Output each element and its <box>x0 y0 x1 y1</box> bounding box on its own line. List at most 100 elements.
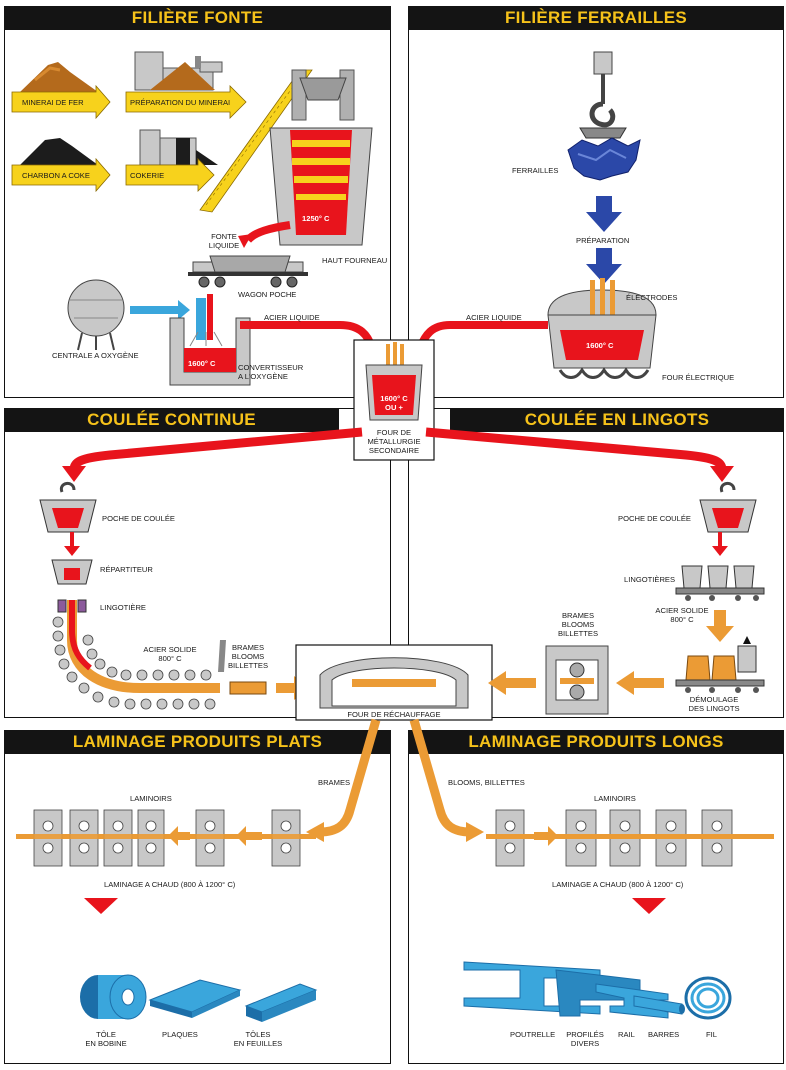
arrow-to-coulee-lingots <box>425 427 727 471</box>
label-centrale-oxygene: CENTRALE A OXYGÈNE <box>52 351 139 360</box>
label-acier-solide-lingots-2: 800° C <box>670 615 694 624</box>
label-preparation-minerai: PRÉPARATION DU MINERAI <box>130 98 231 107</box>
arrow-charbon <box>11 157 111 193</box>
arrow-preparation-blue <box>586 196 622 232</box>
label-brames-lingots: BRAMES <box>561 611 595 620</box>
label-temp-four-electrique: 1600° C <box>586 341 614 350</box>
title-filiere-fonte: FILIÈRE FONTE <box>4 6 391 30</box>
label-repartiteur: RÉPARTITEUR <box>100 565 153 574</box>
coal-pile <box>20 138 98 165</box>
label-acier-solide-continue-2: 800° C <box>158 654 182 663</box>
label-temp-secondaire-1: 1600° C <box>380 394 408 403</box>
arrow-to-coulee-continue <box>69 427 363 471</box>
title-laminage-plats: LAMINAGE PRODUITS PLATS <box>4 730 391 754</box>
arrow-plats-1 <box>236 826 262 846</box>
label-toles-feuilles-2: EN FEUILLES <box>233 1039 283 1048</box>
product-profiles <box>555 969 641 1017</box>
oxygen-tank <box>67 279 125 351</box>
label-temp-secondaire-2: ou + <box>385 403 403 412</box>
label-profiles-2: DIVERS <box>570 1039 600 1048</box>
arrow-plats-2 <box>168 826 190 846</box>
label-acier-solide-lingots-1: ACIER SOLIDE <box>655 606 709 615</box>
product-fil <box>684 976 732 1020</box>
four-metallurgie-secondaire <box>365 342 423 421</box>
title-coulee-lingots: COULÉE EN LINGOTS <box>450 408 784 432</box>
blast-furnace <box>269 69 373 246</box>
title-coulee-continue: COULÉE CONTINUE <box>4 408 339 432</box>
scrap-pile <box>567 137 641 181</box>
label-ferrailles: FERRAILLES <box>512 166 559 175</box>
product-toles-feuilles <box>244 983 318 1022</box>
label-plaques: PLAQUES <box>162 1030 198 1039</box>
label-secondaire-2: MÉTALLURGIE <box>367 437 421 446</box>
coke-oven <box>139 129 218 166</box>
label-temp-haut-fourneau: 1250° C <box>302 214 330 223</box>
arrow-fonte-liquide <box>244 221 291 243</box>
label-charbon-a-coke: CHARBON A COKE <box>22 171 90 180</box>
label-poche-coulee-continue: POCHE DE COULÉE <box>102 514 176 523</box>
four-de-rechauffage <box>319 657 469 709</box>
arrow-acier-liquide-fonte <box>240 321 376 350</box>
label-brames-continue: BRAMES <box>231 643 265 652</box>
conveyor-belt <box>199 69 313 213</box>
label-brames-plats: BRAMES <box>318 778 351 787</box>
label-demoulage-2: DES LINGOTS <box>688 704 740 713</box>
label-poutrelle: POUTRELLE <box>510 1030 556 1039</box>
label-haut-fourneau: HAUT FOURNEAU <box>322 256 388 265</box>
label-blooms-continue: BLOOMS <box>231 652 265 661</box>
mould <box>57 599 87 613</box>
label-preparation-ferrailles: PRÉPARATION <box>576 236 630 245</box>
long-bar <box>486 834 774 839</box>
flat-rolls <box>42 820 292 854</box>
label-billettes-lingots: BILLETTES <box>557 629 599 638</box>
label-cokerie: COKERIE <box>130 171 165 180</box>
stream-continue <box>70 532 74 550</box>
ladle-continue <box>39 482 97 533</box>
product-tole-bobine <box>80 974 147 1020</box>
label-secondaire-3: SECONDAIRE <box>368 446 420 455</box>
label-electrodes: ÉLECTRODES <box>626 293 678 302</box>
title-filiere-ferrailles: FILIÈRE FERRAILLES <box>408 6 784 30</box>
label-laminage-chaud-longs: LAMINAGE A CHAUD (800 à 1200° C) <box>552 880 684 889</box>
label-billettes-continue: BILLETTES <box>227 661 269 670</box>
label-barres: BARRES <box>648 1030 680 1039</box>
label-laminoirs-plats: LAMINOIRS <box>130 794 172 803</box>
down-marker-longs <box>632 898 666 914</box>
label-lingotiere: LINGOTIÈRE <box>100 603 146 612</box>
arrow-lingots-down <box>706 610 734 642</box>
product-rail <box>595 983 669 1019</box>
label-convertisseur-1: CONVERTISSEUR <box>238 363 304 372</box>
wagon-poche <box>188 255 308 288</box>
arrow-preparation <box>125 85 247 119</box>
label-blooms-lingots: BLOOMS <box>561 620 595 629</box>
label-four-electrique: FOUR ÉLECTRIQUE <box>662 373 735 382</box>
arrow-electrodes-blue <box>586 248 622 284</box>
long-rolls <box>504 820 723 854</box>
label-profiles-1: PROFILÉS <box>566 1030 604 1039</box>
label-toles-feuilles-1: TÔLES <box>245 1030 271 1039</box>
arrow-lingots-to-mill <box>616 671 664 695</box>
label-laminage-chaud-plats: LAMINAGE A CHAUD (800 à 1200° C) <box>104 880 236 889</box>
ingot-moulds <box>675 565 765 601</box>
product-barres <box>633 995 685 1015</box>
arrow-lingots-to-reheat <box>488 671 536 695</box>
crane-hook <box>579 51 627 139</box>
ore-preparation-plant <box>134 51 223 91</box>
arrow-oxygen <box>130 300 190 320</box>
four-electrique <box>547 278 657 379</box>
label-poche-coulee-lingots: POCHE DE COULÉE <box>618 514 692 523</box>
ingots-stripped <box>675 636 765 693</box>
label-blooms-billettes: BLOOMS, BILLETTES <box>448 778 525 787</box>
label-demoulage-1: DÉMOULAGE <box>689 695 739 704</box>
guide-rollers <box>52 616 216 710</box>
ore-pile <box>20 62 98 92</box>
label-rail: RAIL <box>618 1030 635 1039</box>
arrow-acier-liquide-ferrailles <box>416 321 548 350</box>
label-minerai-de-fer: MINERAI DE FER <box>22 98 84 107</box>
product-plaques <box>148 979 242 1018</box>
title-laminage-longs: LAMINAGE PRODUITS LONGS <box>408 730 784 754</box>
label-acier-liquide-fonte: ACIER LIQUIDE <box>264 313 320 322</box>
arrow-cokerie <box>125 158 215 192</box>
label-laminoirs-longs: LAMINOIRS <box>594 794 636 803</box>
